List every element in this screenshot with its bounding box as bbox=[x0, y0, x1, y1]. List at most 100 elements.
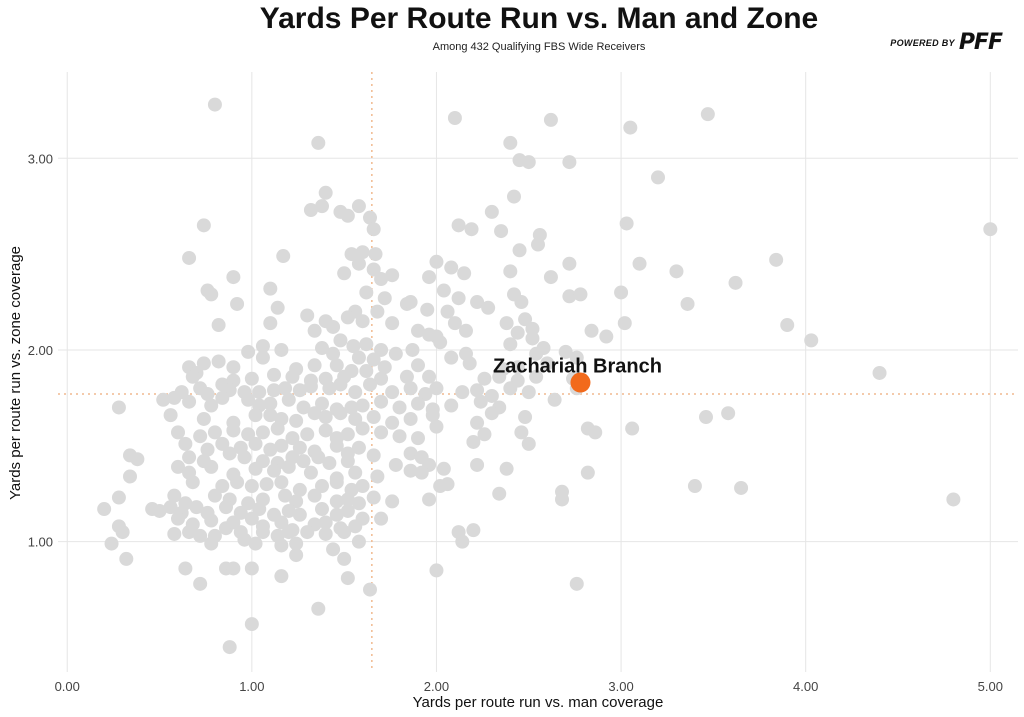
data-point bbox=[156, 392, 171, 407]
data-point bbox=[366, 262, 381, 277]
data-point bbox=[344, 400, 359, 415]
data-point bbox=[185, 475, 200, 490]
data-point bbox=[499, 316, 514, 331]
data-point bbox=[230, 475, 245, 490]
data-point bbox=[163, 408, 178, 423]
data-point bbox=[351, 350, 366, 365]
data-point bbox=[385, 415, 400, 430]
data-point bbox=[289, 413, 304, 428]
data-point bbox=[215, 390, 230, 405]
data-point bbox=[983, 222, 998, 237]
x-axis-ticks: 0.00 1.00 2.00 3.00 4.00 5.00 bbox=[55, 679, 1003, 694]
data-point bbox=[292, 482, 307, 497]
data-point bbox=[429, 563, 444, 578]
data-point bbox=[422, 270, 437, 285]
data-point bbox=[584, 323, 599, 338]
data-point bbox=[196, 356, 211, 371]
data-point bbox=[244, 561, 259, 576]
data-point bbox=[377, 291, 392, 306]
pff-logo: PFF bbox=[958, 30, 1003, 55]
data-point bbox=[348, 385, 363, 400]
data-point bbox=[405, 342, 420, 357]
data-point bbox=[340, 427, 355, 442]
data-point bbox=[429, 419, 444, 434]
data-point bbox=[171, 511, 185, 526]
data-point bbox=[296, 454, 311, 469]
data-point bbox=[494, 224, 509, 239]
data-point bbox=[355, 421, 370, 436]
y-axis-title: Yards per route run vs. zone coverage bbox=[7, 246, 24, 500]
data-point bbox=[388, 457, 403, 472]
data-point bbox=[315, 479, 329, 494]
data-point bbox=[399, 369, 414, 384]
data-point bbox=[241, 344, 256, 359]
data-point bbox=[259, 477, 274, 492]
highlight-group: Zachariah Branch bbox=[493, 356, 662, 393]
data-point bbox=[687, 479, 702, 494]
data-point bbox=[547, 392, 562, 407]
data-point bbox=[329, 358, 344, 373]
data-point bbox=[351, 199, 366, 214]
data-point bbox=[274, 438, 289, 453]
data-point bbox=[130, 452, 145, 467]
data-point bbox=[348, 411, 363, 426]
data-point bbox=[255, 525, 270, 540]
data-point bbox=[207, 488, 222, 503]
data-point bbox=[447, 316, 462, 331]
x-tick-label: 4.00 bbox=[793, 679, 818, 694]
data-point bbox=[385, 494, 400, 509]
data-point bbox=[204, 398, 219, 413]
data-point bbox=[363, 582, 377, 597]
data-point bbox=[359, 285, 374, 300]
data-point bbox=[351, 440, 366, 455]
data-point bbox=[252, 502, 267, 517]
data-point bbox=[281, 525, 296, 540]
data-point bbox=[274, 569, 289, 584]
data-point bbox=[462, 356, 477, 371]
data-point bbox=[329, 494, 344, 509]
data-point bbox=[329, 438, 344, 453]
data-point bbox=[248, 408, 263, 423]
data-point bbox=[211, 318, 226, 333]
data-point bbox=[289, 536, 304, 551]
data-point bbox=[377, 360, 392, 375]
data-point bbox=[359, 337, 374, 352]
data-point bbox=[226, 270, 241, 285]
data-point bbox=[447, 111, 462, 126]
data-point bbox=[477, 427, 492, 442]
data-point bbox=[318, 526, 333, 541]
data-point bbox=[669, 264, 684, 279]
data-point bbox=[211, 354, 226, 369]
data-point bbox=[337, 525, 352, 540]
data-point bbox=[255, 425, 270, 440]
data-point bbox=[204, 459, 219, 474]
data-point bbox=[226, 423, 241, 438]
data-point bbox=[185, 369, 200, 384]
data-point bbox=[466, 434, 481, 449]
data-point bbox=[340, 310, 355, 325]
data-point bbox=[255, 350, 270, 365]
data-point bbox=[263, 281, 278, 296]
data-point bbox=[392, 400, 407, 415]
data-point bbox=[392, 429, 407, 444]
data-point bbox=[503, 381, 518, 396]
data-point bbox=[425, 408, 440, 423]
data-point bbox=[573, 287, 588, 302]
data-point bbox=[403, 381, 418, 396]
data-point bbox=[326, 319, 341, 334]
data-point bbox=[315, 341, 329, 356]
x-tick-label: 0.00 bbox=[55, 679, 80, 694]
data-point bbox=[484, 204, 499, 219]
data-point bbox=[440, 304, 455, 319]
data-point bbox=[368, 247, 383, 262]
data-point bbox=[322, 381, 337, 396]
highlight-point bbox=[570, 372, 591, 393]
data-point bbox=[492, 486, 507, 501]
data-point bbox=[300, 525, 315, 540]
data-point bbox=[514, 425, 529, 440]
data-point bbox=[244, 617, 259, 632]
data-point bbox=[440, 477, 455, 492]
data-point bbox=[248, 436, 263, 451]
data-point bbox=[285, 431, 300, 446]
data-point bbox=[303, 379, 318, 394]
